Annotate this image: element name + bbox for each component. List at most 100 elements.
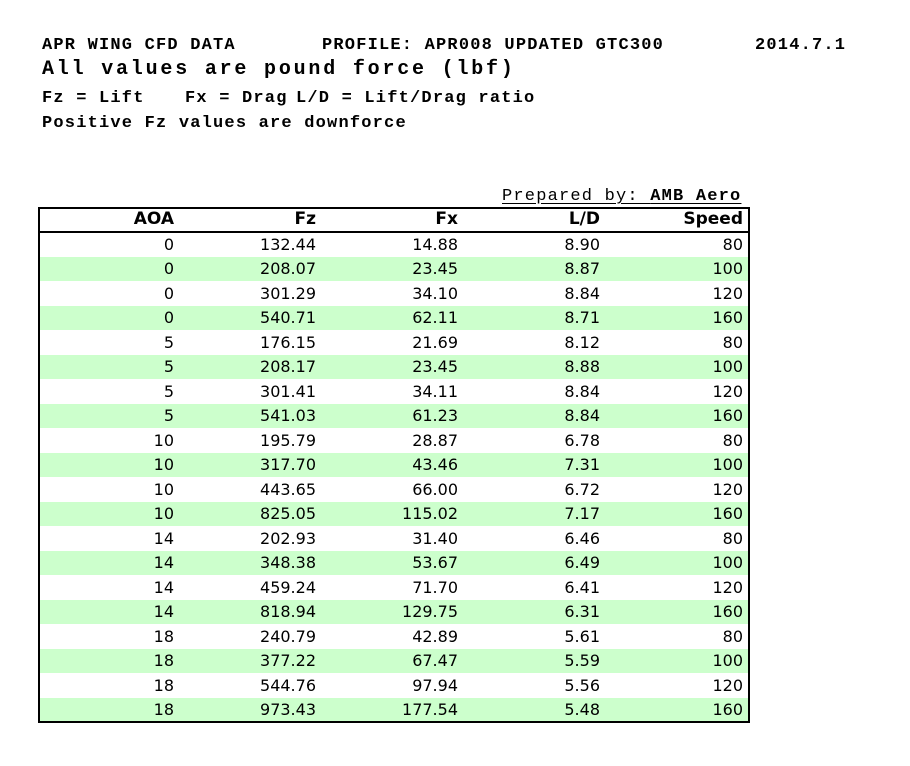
column-header-l-d: L/D (463, 208, 605, 233)
table-row: 14 348.38 53.67 6.49 100 (39, 550, 749, 575)
table-cell: 100 (712, 553, 743, 573)
table-cell: 100 (712, 455, 743, 475)
table-cell: 71.70 (412, 577, 458, 597)
table-cell: 10 (153, 430, 174, 450)
table-cell: 14 (153, 577, 174, 597)
report-title: APR WING CFD DATA (42, 36, 236, 55)
table-cell: 18 (153, 699, 174, 719)
table-cell: 377.22 (260, 651, 316, 671)
table-cell: 120 (712, 577, 743, 597)
table-cell: 61.23 (412, 406, 458, 426)
table-cell: 100 (712, 651, 743, 671)
table-cell: 8.84 (564, 406, 600, 426)
table-row: 0 132.44 14.88 8.90 80 (39, 232, 749, 257)
table-cell: 18 (153, 626, 174, 646)
table-cell: 8.87 (564, 259, 600, 279)
downforce-note: Positive Fz values are downforce (42, 114, 407, 133)
column-header-fx: Fx (321, 208, 463, 233)
table-cell: 120 (712, 479, 743, 499)
table-cell: 544.76 (260, 675, 316, 695)
units-subtitle: All values are pound force (lbf) (42, 58, 516, 81)
table-row: 0 208.07 23.45 8.87 100 (39, 256, 749, 281)
table-cell: 80 (722, 332, 743, 352)
table-cell: 6.31 (564, 602, 600, 622)
table-cell: 62.11 (412, 308, 458, 328)
table-cell: 202.93 (260, 528, 316, 548)
table-cell: 0 (163, 259, 174, 279)
legend-ld: L/D = Lift/Drag ratio (296, 89, 536, 108)
table-cell: 8.90 (564, 235, 600, 255)
table-cell: 8.88 (564, 357, 600, 377)
table-cell: 160 (712, 308, 743, 328)
table-row: 18 240.79 42.89 5.61 80 (39, 624, 749, 649)
table-cell: 80 (722, 528, 743, 548)
prepared-by-line: Prepared by: AMB Aero (502, 187, 741, 206)
table-row: 5 541.03 61.23 8.84 160 (39, 403, 749, 428)
table-row: 5 176.15 21.69 8.12 80 (39, 330, 749, 355)
table-cell: 459.24 (260, 577, 316, 597)
table-cell: 21.69 (412, 332, 458, 352)
table-row: 14 202.93 31.40 6.46 80 (39, 526, 749, 551)
table-cell: 18 (153, 675, 174, 695)
table-cell: 14.88 (412, 235, 458, 255)
table-cell: 0 (163, 283, 174, 303)
column-header-speed: Speed (605, 208, 749, 233)
table-cell: 317.70 (260, 455, 316, 475)
table-cell: 160 (712, 602, 743, 622)
table-header: AOA Fz Fx L/D Speed (39, 208, 749, 233)
table-cell: 6.46 (564, 528, 600, 548)
table-cell: 129.75 (402, 602, 458, 622)
table-cell: 80 (722, 430, 743, 450)
table-cell: 0 (163, 308, 174, 328)
table-cell: 67.47 (412, 651, 458, 671)
table-cell: 301.41 (260, 381, 316, 401)
table-row: 0 301.29 34.10 8.84 120 (39, 281, 749, 306)
table-cell: 208.07 (260, 259, 316, 279)
table-cell: 97.94 (412, 675, 458, 695)
table-row: 10 825.05 115.02 7.17 160 (39, 501, 749, 526)
table-cell: 28.87 (412, 430, 458, 450)
table-cell: 43.46 (412, 455, 458, 475)
table-cell: 8.84 (564, 283, 600, 303)
table-cell: 80 (722, 235, 743, 255)
table-row: 14 818.94 129.75 6.31 160 (39, 599, 749, 624)
legend-fz: Fz = Lift (42, 89, 145, 108)
table-cell: 10 (153, 504, 174, 524)
table-cell: 973.43 (260, 699, 316, 719)
table-cell: 8.12 (564, 332, 600, 352)
table-cell: 5.61 (564, 626, 600, 646)
table-cell: 31.40 (412, 528, 458, 548)
table-cell: 80 (722, 626, 743, 646)
column-header-fz: Fz (179, 208, 321, 233)
table-cell: 8.84 (564, 381, 600, 401)
cfd-results-table: AOA Fz Fx L/D Speed 0 132.44 14.88 8.90 80 0 208.0… (38, 207, 750, 723)
table-cell: 100 (712, 357, 743, 377)
table-cell: 115.02 (402, 504, 458, 524)
table-row: 18 377.22 67.47 5.59 100 (39, 648, 749, 673)
table-cell: 5 (163, 406, 174, 426)
table-row: 18 973.43 177.54 5.48 160 (39, 697, 749, 722)
table-cell: 825.05 (260, 504, 316, 524)
table-cell: 6.49 (564, 553, 600, 573)
table-cell: 443.65 (260, 479, 316, 499)
table-cell: 195.79 (260, 430, 316, 450)
table-cell: 5 (163, 357, 174, 377)
table-row: 10 195.79 28.87 6.78 80 (39, 428, 749, 453)
table-cell: 53.67 (412, 553, 458, 573)
table-cell: 540.71 (260, 308, 316, 328)
table-cell: 34.10 (412, 283, 458, 303)
table-row: 5 301.41 34.11 8.84 120 (39, 379, 749, 404)
table-row: 0 540.71 62.11 8.71 160 (39, 305, 749, 330)
table-row: 14 459.24 71.70 6.41 120 (39, 575, 749, 600)
table-cell: 208.17 (260, 357, 316, 377)
table-cell: 176.15 (260, 332, 316, 352)
table-cell: 0 (163, 235, 174, 255)
table-cell: 14 (153, 528, 174, 548)
table-cell: 6.41 (564, 577, 600, 597)
table-cell: 6.72 (564, 479, 600, 499)
profile-info: PROFILE: APR008 UPDATED GTC300 (322, 36, 665, 55)
table-cell: 120 (712, 283, 743, 303)
table-cell: 177.54 (402, 699, 458, 719)
table-cell: 120 (712, 381, 743, 401)
